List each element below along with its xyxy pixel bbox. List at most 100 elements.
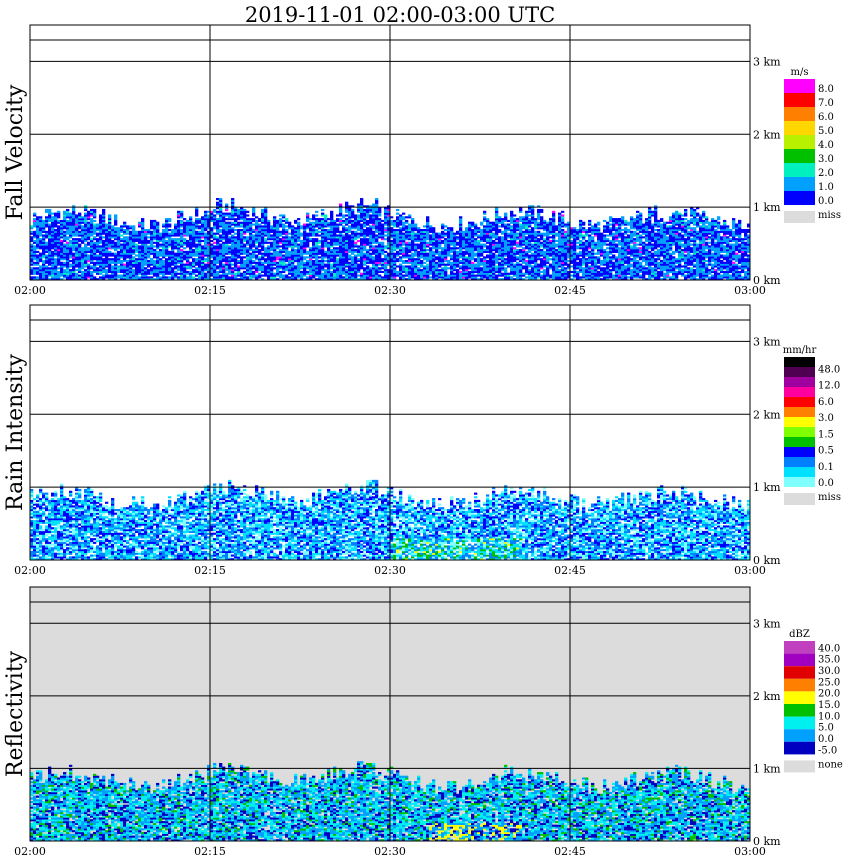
echo-cell [174, 260, 177, 262]
echo-cell [129, 265, 132, 267]
echo-cell [36, 234, 39, 236]
echo-cell [78, 222, 81, 224]
echo-cell [174, 233, 177, 235]
echo-cell [108, 253, 111, 255]
echo-cell [90, 255, 93, 257]
echo-cell [72, 276, 75, 278]
echo-cell [195, 244, 198, 246]
echo-cell [195, 255, 198, 257]
echo-cell [189, 247, 192, 249]
echo-cell [198, 258, 201, 260]
echo-cell [39, 233, 42, 235]
echo-cell [195, 258, 198, 260]
echo-cell [78, 271, 81, 273]
echo-cell [162, 267, 165, 269]
echo-cell [150, 271, 153, 273]
echo-cell [66, 227, 69, 229]
echo-cell [195, 209, 198, 211]
echo-cell [78, 267, 81, 269]
echo-cell [111, 245, 114, 247]
echo-cell [147, 249, 150, 251]
echo-cell [186, 225, 189, 227]
echo-cell [51, 271, 54, 273]
echo-cell [183, 233, 186, 235]
echo-cell [150, 233, 153, 235]
echo-cell [69, 220, 72, 222]
echo-cell [39, 224, 42, 226]
echo-cell [66, 276, 69, 278]
echo-cell [183, 234, 186, 236]
echo-cell [180, 267, 183, 269]
echo-cell [105, 234, 108, 236]
echo-cell [54, 213, 57, 215]
echo-cell [51, 255, 54, 257]
echo-cell [33, 271, 36, 273]
echo-cell [90, 209, 93, 211]
echo-cell [144, 229, 147, 231]
echo-cell [84, 213, 87, 215]
echo-cell [192, 273, 195, 275]
echo-cell [180, 244, 183, 246]
echo-cell [51, 216, 54, 218]
echo-cell [93, 245, 96, 247]
echo-cell [132, 271, 135, 273]
echo-cell [90, 242, 93, 244]
echo-cell [96, 238, 99, 240]
echo-cell [186, 262, 189, 264]
echo-cell [63, 234, 66, 236]
echo-cell [36, 238, 39, 240]
echo-cell [156, 224, 159, 226]
echo-cell [180, 229, 183, 231]
echo-cell [63, 275, 66, 277]
echo-cell [135, 238, 138, 240]
echo-cell [87, 256, 90, 258]
echo-cell [192, 264, 195, 266]
echo-cell [45, 209, 48, 211]
echo-cell [171, 242, 174, 244]
echo-cell [165, 251, 168, 253]
echo-cell [87, 260, 90, 262]
echo-cell [48, 251, 51, 253]
echo-cell [33, 256, 36, 258]
echo-cell [69, 256, 72, 258]
echo-cell [42, 271, 45, 273]
echo-cell [162, 242, 165, 244]
echo-cell [63, 231, 66, 233]
echo-cell [171, 233, 174, 235]
echo-cell [120, 262, 123, 264]
echo-cell [156, 229, 159, 231]
echo-cell [189, 225, 192, 227]
echo-cell [42, 234, 45, 236]
echo-cell [108, 222, 111, 224]
echo-cell [126, 244, 129, 246]
echo-cell [33, 269, 36, 271]
echo-cell [102, 265, 105, 267]
echo-cell [96, 271, 99, 273]
echo-cell [84, 258, 87, 260]
echo-cell [66, 256, 69, 258]
echo-cell [123, 222, 126, 224]
echo-cell [87, 249, 90, 251]
echo-cell [174, 262, 177, 264]
echo-cell [132, 273, 135, 275]
echo-cell [186, 260, 189, 262]
echo-cell [168, 225, 171, 227]
echo-cell [129, 260, 132, 262]
echo-cell [63, 211, 66, 213]
echo-cell [57, 216, 60, 218]
echo-cell [114, 256, 117, 258]
echo-cell [132, 247, 135, 249]
echo-cell [99, 240, 102, 242]
echo-cell [177, 222, 180, 224]
echo-cell [183, 240, 186, 242]
echo-cell [162, 271, 165, 273]
echo-cell [72, 265, 75, 267]
echo-cell [129, 271, 132, 273]
echo-cell [108, 240, 111, 242]
echo-cell [99, 264, 102, 266]
echo-cell [102, 244, 105, 246]
echo-cell [45, 256, 48, 258]
echo-cell [72, 273, 75, 275]
echo-cell [105, 231, 108, 233]
echo-cell [123, 251, 126, 253]
